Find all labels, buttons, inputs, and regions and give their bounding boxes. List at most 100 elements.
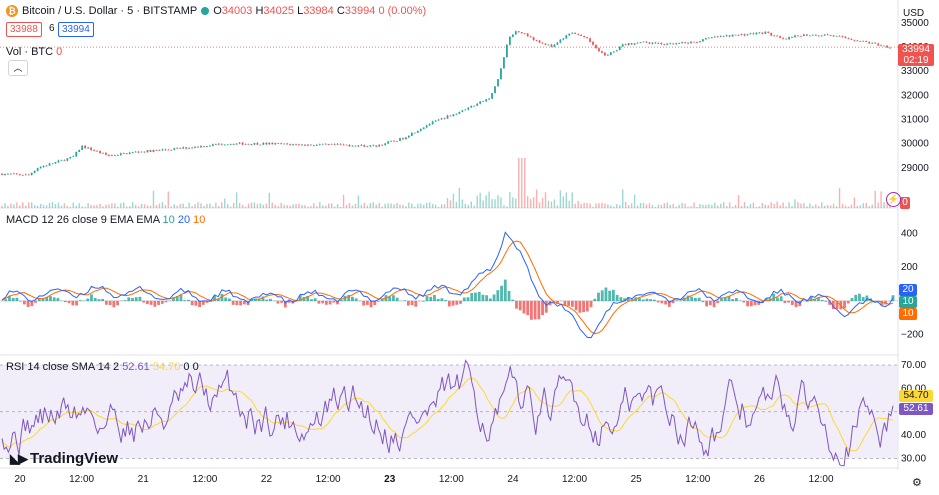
macd-histogram-bar: [865, 295, 869, 302]
chevron-up-icon[interactable]: ︿: [8, 60, 28, 76]
macd-histogram-bar: [26, 300, 30, 307]
volume-bar: [532, 197, 535, 208]
candle-body: [102, 152, 104, 154]
candle-body: [684, 42, 686, 44]
macd-histogram-bar: [570, 300, 574, 307]
volume-bar: [838, 188, 841, 208]
volume-bar: [574, 203, 576, 208]
macd-histogram-bar: [164, 300, 168, 303]
volume-bar: [325, 205, 327, 208]
candle-body: [295, 144, 297, 146]
macd-histogram-bar: [82, 300, 86, 302]
volume-bar: [500, 197, 502, 208]
volume-bar: [485, 195, 487, 208]
sell-price-button[interactable]: 33988: [6, 22, 42, 37]
volume-bar: [215, 202, 217, 208]
candle-body: [808, 35, 811, 37]
volume-bar: [247, 203, 250, 208]
candle-body: [859, 40, 862, 42]
macd-histogram-bar: [787, 300, 791, 303]
candle-body: [758, 32, 761, 34]
macd-histogram-bar: [157, 300, 160, 305]
volume-bar: [194, 204, 196, 208]
candle-body: [363, 144, 366, 147]
volume-bar: [562, 196, 565, 208]
volume-bar: [779, 205, 781, 208]
volume-bar: [51, 202, 54, 208]
candle-body: [298, 144, 300, 146]
tradingview-logo[interactable]: ◣▶ TradingView: [10, 450, 119, 467]
volume-bar: [580, 203, 582, 208]
candle-body: [627, 43, 630, 45]
volume-bar: [636, 205, 639, 208]
lightning-icon[interactable]: ⚡: [886, 192, 901, 207]
volume-bar: [859, 205, 862, 208]
macd-histogram-bar: [19, 300, 23, 302]
candle-body: [672, 43, 675, 45]
volume-bar: [167, 191, 170, 208]
candle-body: [10, 173, 12, 175]
macd-histogram-bar: [257, 298, 261, 302]
volume-bar: [384, 203, 386, 208]
currency-label[interactable]: USD: [903, 8, 925, 19]
macd-legend[interactable]: MACD 12 26 close 9 EMA EMA 10 20 10: [6, 214, 206, 226]
volume-bar: [443, 204, 446, 208]
rsi-band: [0, 365, 898, 459]
candle-body: [710, 37, 713, 38]
volume-bar: [10, 203, 12, 208]
macd-histogram-bar: [362, 300, 366, 306]
macd-histogram-bar: [645, 298, 649, 302]
candle-body: [69, 156, 72, 159]
volume-bar: [378, 203, 380, 208]
candle-body: [226, 144, 229, 146]
candle-body: [693, 41, 695, 43]
rsi-legend[interactable]: RSI 14 close SMA 14 2 52.61 54.70 0 0: [6, 361, 199, 373]
volume-bar: [78, 203, 80, 208]
macd-histogram-bar: [712, 300, 716, 308]
volume-bar: [672, 203, 674, 208]
volume-legend[interactable]: Vol · BTC 0: [6, 46, 63, 58]
macd-histogram-bar: [462, 297, 466, 302]
volume-bar: [96, 204, 98, 208]
candle-body: [318, 144, 321, 146]
candle-body: [663, 44, 666, 45]
macd-histogram-bar: [597, 292, 600, 302]
volume-bar: [16, 202, 18, 208]
candle-body: [666, 43, 669, 45]
volume-bar: [782, 202, 784, 208]
macd-histogram-bar: [447, 300, 451, 307]
settings-gear-icon[interactable]: ⚙: [912, 477, 922, 489]
buy-price-button[interactable]: 33994: [58, 22, 94, 37]
volume-bar: [714, 202, 716, 208]
volume-bar: [274, 204, 276, 208]
volume-bar: [491, 199, 493, 208]
candle-body: [523, 33, 526, 35]
rsi-ma-line: [1, 377, 894, 452]
macd-histogram-bar: [425, 296, 429, 302]
market-status-icon: [201, 7, 210, 15]
macd-histogram-bar: [738, 300, 742, 302]
candle-body: [63, 159, 66, 161]
candle-body: [562, 38, 565, 40]
candle-body: [589, 38, 591, 42]
volume-bar: [767, 204, 769, 208]
macd-tick-label: 200: [901, 262, 918, 273]
macd-histogram-bar: [433, 294, 436, 302]
macd-histogram-bar: [444, 300, 448, 302]
volume-bar: [360, 204, 363, 208]
symbol-legend[interactable]: ₿ Bitcoin / U.S. Dollar · 5 · BITSTAMP O…: [6, 5, 426, 17]
volume-bar: [19, 205, 21, 208]
candle-body: [75, 152, 78, 157]
candle-body: [407, 135, 410, 138]
candle-body: [853, 39, 856, 41]
volume-bar: [711, 205, 713, 208]
volume-bar: [476, 195, 478, 208]
macd-histogram-bar: [403, 300, 407, 302]
volume-bar: [797, 202, 799, 208]
volume-bar: [348, 202, 351, 208]
time-tick-label: 12:00: [69, 474, 94, 485]
macd-histogram-bar: [49, 296, 52, 302]
candle-body: [51, 163, 54, 165]
macd-histogram-bar: [11, 297, 15, 302]
